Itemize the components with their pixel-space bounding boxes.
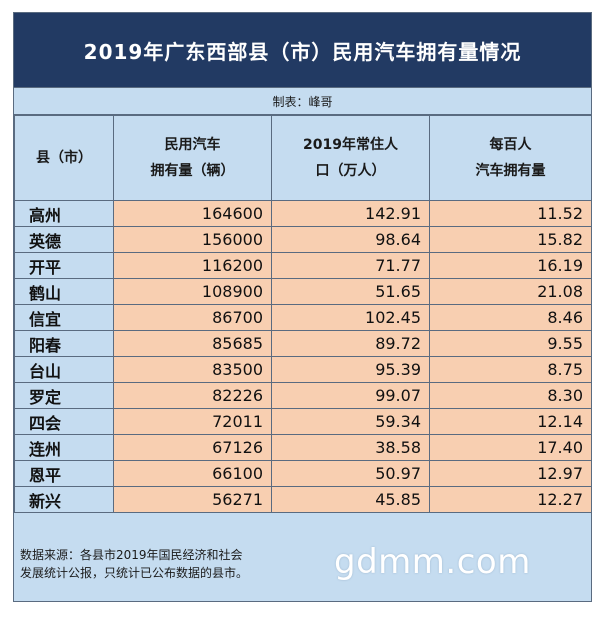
- vehicles-cell: 116200: [113, 252, 272, 279]
- header-per100: 每百人 汽车拥有量: [429, 115, 592, 201]
- table-row: 恩平 66100 50.97 12.97: [14, 460, 592, 487]
- table-row: 新兴 56271 45.85 12.27: [14, 486, 592, 513]
- per100-cell: 9.55: [429, 330, 592, 357]
- table-footer: 数据来源：各县市2019年国民经济和社会 发展统计公报，只统计已公布数据的县市。…: [14, 538, 591, 601]
- table-row: 罗定 82226 99.07 8.30: [14, 382, 592, 409]
- county-name: 四会: [14, 408, 114, 435]
- table-row: 连州 67126 38.58 17.40: [14, 434, 592, 461]
- population-cell: 51.65: [271, 278, 430, 305]
- data-source-note: 数据来源：各县市2019年国民经济和社会 发展统计公报，只统计已公布数据的县市。: [20, 546, 340, 582]
- vehicles-cell: 66100: [113, 460, 272, 487]
- county-name: 罗定: [14, 382, 114, 409]
- per100-cell: 16.19: [429, 252, 592, 279]
- per100-cell: 8.75: [429, 356, 592, 383]
- header-county-label: 县（市）: [36, 150, 92, 166]
- per100-cell: 15.82: [429, 226, 592, 253]
- header-population-line1: 2019年常住人: [303, 137, 398, 153]
- per100-cell: 11.52: [429, 200, 592, 227]
- header-per100-line1: 每百人: [489, 137, 532, 153]
- population-cell: 59.34: [271, 408, 430, 435]
- header-per100-line2: 汽车拥有量: [475, 163, 546, 179]
- table-row: 四会 72011 59.34 12.14: [14, 408, 592, 435]
- county-name: 连州: [14, 434, 114, 461]
- county-name: 阳春: [14, 330, 114, 357]
- per100-cell: 12.97: [429, 460, 592, 487]
- vehicles-cell: 156000: [113, 226, 272, 253]
- county-name: 新兴: [14, 486, 114, 513]
- population-cell: 38.58: [271, 434, 430, 461]
- per100-cell: 12.14: [429, 408, 592, 435]
- table-maker: 制表：峰哥: [14, 87, 591, 115]
- table-row: 高州 164600 142.91 11.52: [14, 200, 592, 227]
- vehicles-cell: 83500: [113, 356, 272, 383]
- per100-cell: 12.27: [429, 486, 592, 513]
- per100-cell: 21.08: [429, 278, 592, 305]
- header-population-line2: 口（万人）: [315, 163, 386, 179]
- population-cell: 98.64: [271, 226, 430, 253]
- table-title: 2019年广东西部县（市）民用汽车拥有量情况: [14, 13, 591, 87]
- county-name: 鹤山: [14, 278, 114, 305]
- population-cell: 95.39: [271, 356, 430, 383]
- per100-cell: 8.30: [429, 382, 592, 409]
- vehicles-cell: 56271: [113, 486, 272, 513]
- population-cell: 71.77: [271, 252, 430, 279]
- vehicles-cell: 82226: [113, 382, 272, 409]
- table-row: 信宜 86700 102.45 8.46: [14, 304, 592, 331]
- watermark: gdmm.com: [334, 542, 531, 582]
- table-row: 阳春 85685 89.72 9.55: [14, 330, 592, 357]
- vehicles-cell: 67126: [113, 434, 272, 461]
- table-row: 台山 83500 95.39 8.75: [14, 356, 592, 383]
- table-row: 开平 116200 71.77 16.19: [14, 252, 592, 279]
- vehicles-cell: 86700: [113, 304, 272, 331]
- county-name: 高州: [14, 200, 114, 227]
- data-table: 县（市） 民用汽车 拥有量（辆） 2019年常住人 口（万人） 每百人 汽车拥有…: [14, 115, 592, 513]
- header-vehicles-line2: 拥有量（辆）: [150, 163, 235, 179]
- county-name: 英德: [14, 226, 114, 253]
- per100-cell: 17.40: [429, 434, 592, 461]
- population-cell: 99.07: [271, 382, 430, 409]
- population-cell: 89.72: [271, 330, 430, 357]
- source-line-2: 发展统计公报，只统计已公布数据的县市。: [20, 566, 249, 580]
- population-cell: 50.97: [271, 460, 430, 487]
- vehicles-cell: 85685: [113, 330, 272, 357]
- header-population: 2019年常住人 口（万人）: [271, 115, 430, 201]
- population-cell: 45.85: [271, 486, 430, 513]
- county-name: 台山: [14, 356, 114, 383]
- source-line-1: 数据来源：各县市2019年国民经济和社会: [20, 548, 243, 562]
- header-county: 县（市）: [14, 115, 114, 201]
- header-row: 县（市） 民用汽车 拥有量（辆） 2019年常住人 口（万人） 每百人 汽车拥有…: [14, 115, 592, 201]
- per100-cell: 8.46: [429, 304, 592, 331]
- header-vehicles: 民用汽车 拥有量（辆）: [113, 115, 272, 201]
- vehicles-cell: 108900: [113, 278, 272, 305]
- population-cell: 102.45: [271, 304, 430, 331]
- table-row: 鹤山 108900 51.65 21.08: [14, 278, 592, 305]
- table-row: 英德 156000 98.64 15.82: [14, 226, 592, 253]
- county-name: 开平: [14, 252, 114, 279]
- county-name: 信宜: [14, 304, 114, 331]
- population-cell: 142.91: [271, 200, 430, 227]
- vehicles-cell: 164600: [113, 200, 272, 227]
- county-name: 恩平: [14, 460, 114, 487]
- vehicles-cell: 72011: [113, 408, 272, 435]
- header-vehicles-line1: 民用汽车: [164, 137, 221, 153]
- table-frame: 2019年广东西部县（市）民用汽车拥有量情况 制表：峰哥 县（市） 民用汽车 拥…: [13, 12, 592, 602]
